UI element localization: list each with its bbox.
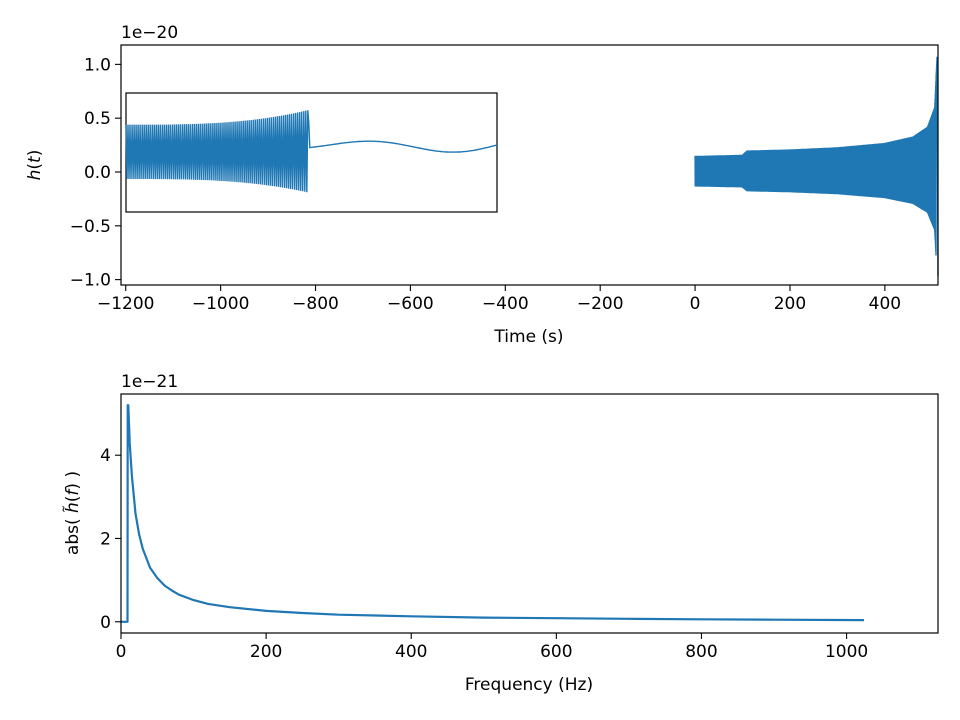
- y-label-h: h: [25, 170, 45, 181]
- x-tick-label: 1000: [825, 642, 868, 662]
- x-tick-label: 400: [869, 294, 901, 314]
- x-tick-label: 400: [395, 642, 427, 662]
- x-tick-label: −1000: [192, 294, 250, 314]
- plot-frame: [120, 44, 939, 286]
- x-axis-label: Time (s): [493, 327, 563, 347]
- x-tick-label: 0: [116, 642, 127, 662]
- y-axis-ticks: −1.0 −0.5 0.0 0.5 1.0: [70, 55, 121, 291]
- y-axis-label: h(t): [25, 150, 45, 181]
- x-tick-label: −600: [387, 294, 434, 314]
- y-label-open: (: [63, 496, 83, 503]
- y-tick-label: 0.5: [84, 109, 111, 129]
- y-offset-text: 1e−20: [121, 23, 178, 43]
- y-label-t: t: [25, 155, 45, 163]
- y-axis-label: abs( h̃(f) ): [62, 471, 83, 555]
- y-label-htilde: h̃: [62, 502, 83, 513]
- x-tick-label: −400: [482, 294, 529, 314]
- y-tick-label: 1.0: [84, 55, 111, 75]
- y-tick-label: 0: [100, 613, 111, 633]
- y-offset-text: 1e−21: [121, 372, 178, 392]
- spectrum-path: [121, 404, 865, 623]
- time-series-path: [694, 56, 939, 277]
- frequency-domain-panel: 0 200 400 600 800 1000 0 2 4 1e−21 Frequency (H…: [62, 372, 939, 695]
- y-label-open: (: [25, 163, 45, 170]
- inset-waveform: [125, 110, 498, 193]
- x-tick-label: −800: [292, 294, 339, 314]
- y-tick-label: −1.0: [70, 271, 111, 291]
- y-label-close: ): [25, 150, 45, 157]
- x-axis-label: Frequency (Hz): [465, 675, 593, 695]
- x-axis-ticks: −1200 −1000 −800 −600 −400 −200 0 200 400: [97, 285, 901, 314]
- x-axis-ticks: 0 200 400 600 800 1000: [116, 633, 868, 662]
- plot-frame: [120, 393, 939, 634]
- x-tick-label: 800: [685, 642, 717, 662]
- y-tick-label: 0.0: [84, 163, 111, 183]
- y-label-suffix: ) ): [63, 471, 83, 490]
- x-tick-label: 600: [540, 642, 572, 662]
- y-tick-label: −0.5: [70, 217, 111, 237]
- x-tick-label: 200: [250, 642, 282, 662]
- y-label-f: f: [63, 487, 83, 496]
- x-tick-label: 200: [774, 294, 806, 314]
- y-tick-label: 2: [100, 529, 111, 549]
- x-tick-label: 0: [690, 294, 701, 314]
- inset-zoom: [125, 92, 498, 213]
- spectrum-line: [121, 404, 865, 623]
- time-domain-panel: −1200 −1000 −800 −600 −400 −200 0 200 400 −1.0 −0…: [25, 23, 939, 347]
- x-tick-label: −1200: [97, 294, 155, 314]
- y-label-prefix: abs(: [63, 513, 83, 555]
- x-tick-label: −200: [577, 294, 624, 314]
- y-tick-label: 4: [100, 446, 111, 466]
- time-series-line: [694, 56, 939, 277]
- y-axis-ticks: 0 2 4: [100, 446, 121, 633]
